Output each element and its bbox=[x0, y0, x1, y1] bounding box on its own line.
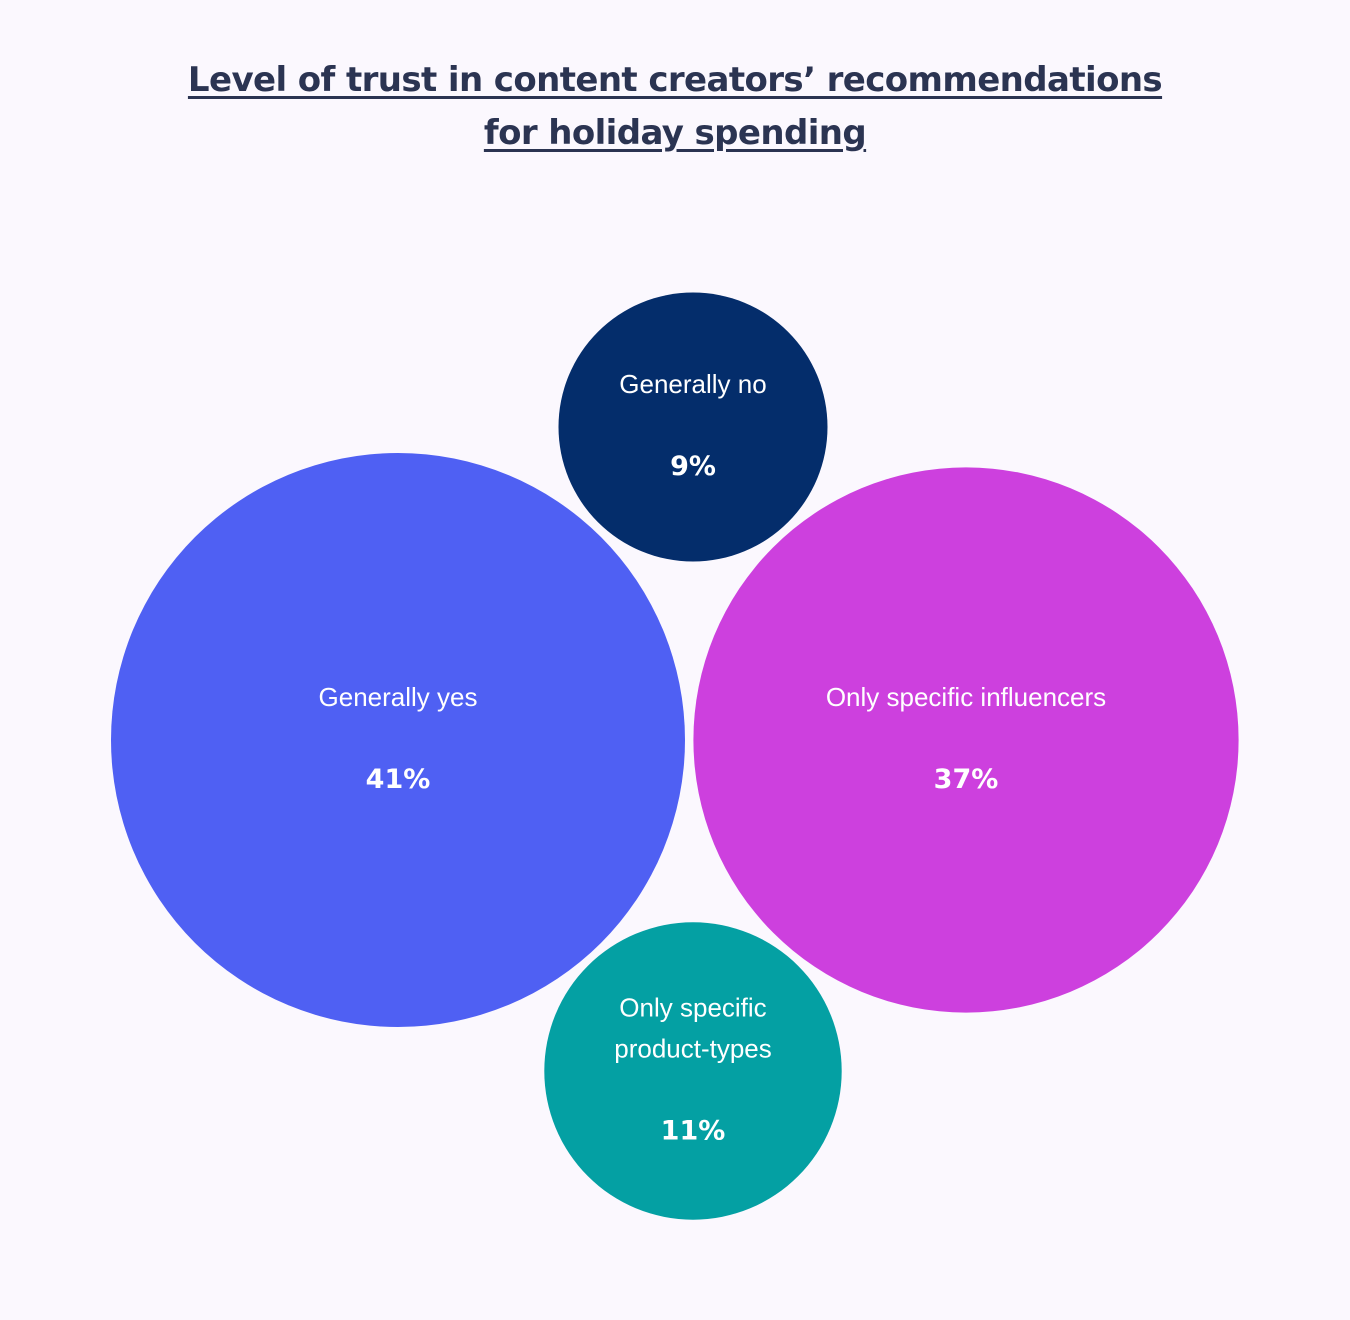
bubble-label-only-specific-product-types-line-2: product-types bbox=[614, 1034, 772, 1064]
bubble-generally-yes bbox=[111, 453, 685, 1027]
bubble-value-generally-yes: 41% bbox=[366, 764, 431, 795]
bubble-only-specific-product-types bbox=[544, 922, 842, 1220]
bubble-only-specific-influencers bbox=[693, 467, 1239, 1013]
bubble-label-only-specific-influencers: Only specific influencers bbox=[826, 682, 1106, 712]
bubbles-group: Generally yes 41% Generally no 9% Only speci… bbox=[111, 292, 1239, 1220]
bubble-generally-no bbox=[558, 292, 828, 562]
chart-title-line-1: Level of trust in content creators’ reco… bbox=[187, 60, 1163, 100]
chart-title-line-2: for holiday spending bbox=[483, 113, 867, 153]
bubble-label-generally-yes: Generally yes bbox=[319, 682, 478, 712]
bubble-label-only-specific-product-types-line-1: Only specific bbox=[619, 993, 766, 1023]
bubble-value-only-specific-influencers: 37% bbox=[934, 764, 999, 795]
chart-title: Level of trust in content creators’ reco… bbox=[0, 54, 1350, 160]
bubble-value-generally-no: 9% bbox=[670, 451, 716, 482]
bubble-label-generally-no: Generally no bbox=[619, 369, 766, 399]
bubble-value-only-specific-product-types: 11% bbox=[661, 1116, 726, 1147]
